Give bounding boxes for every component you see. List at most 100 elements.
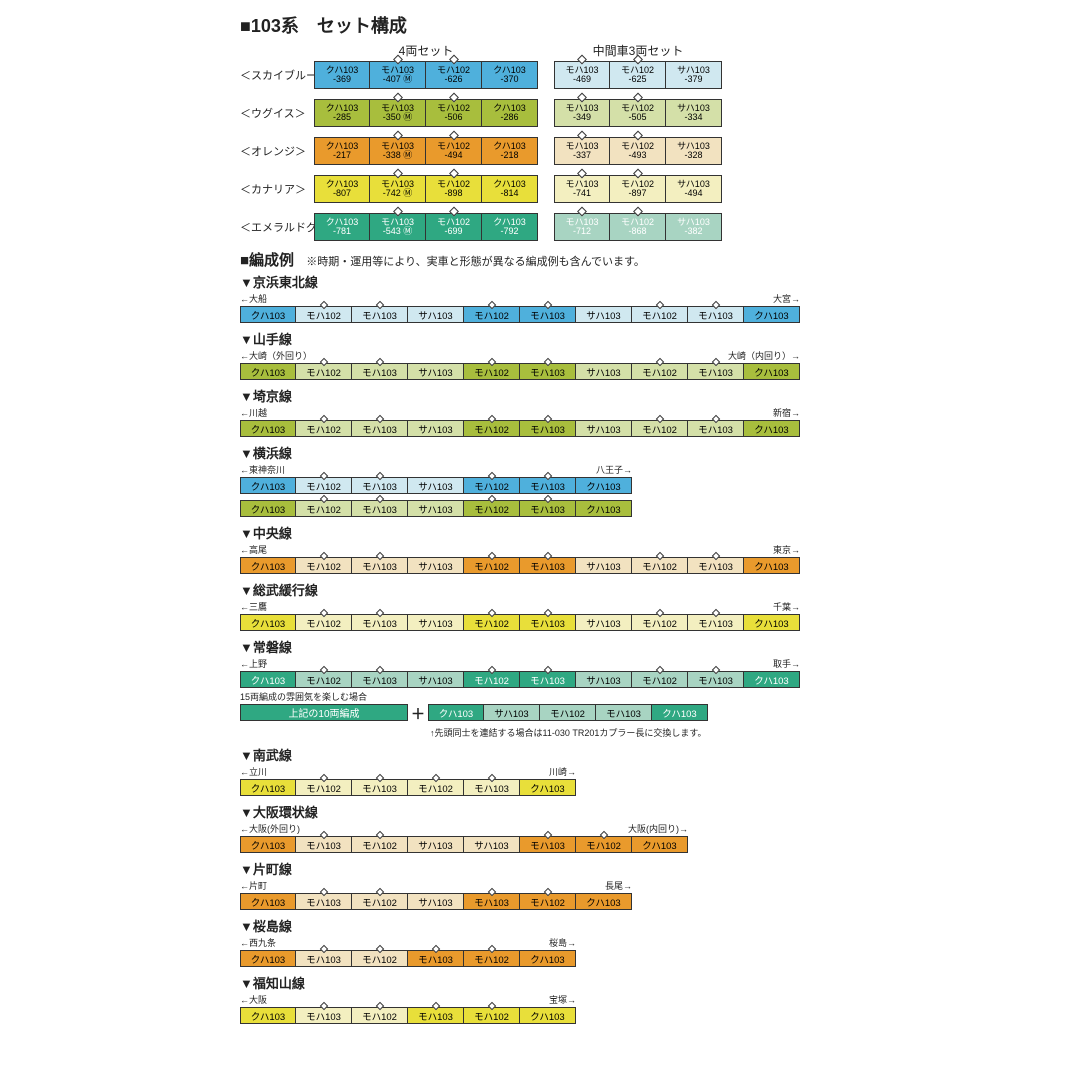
formation-car: サハ103 (576, 420, 632, 437)
car-cell: モハ102-868 (610, 213, 666, 241)
direction-labels: ←西九条桜島→ (240, 936, 576, 949)
formation-car: モハ103 (520, 557, 576, 574)
formation-car: モハ103 (296, 950, 352, 967)
car-cell: クハ103-285 (314, 99, 370, 127)
pantograph-icon (393, 131, 403, 141)
car-cell: クハ103-217 (314, 137, 370, 165)
formation-car: クハ103 (520, 950, 576, 967)
plus-icon: ＋ (408, 704, 428, 724)
formation-car: サハ103 (408, 363, 464, 380)
formation-block: ▼桜島線←西九条桜島→クハ103モハ103モハ102モハ103モハ102クハ10… (240, 916, 1080, 967)
car-row-4: クハ103-807モハ103-742 Ⓜモハ102-898クハ103-814 (314, 175, 538, 203)
car-cell: クハ103-814 (482, 175, 538, 203)
page-title: ■103系 セット構成 (240, 12, 1080, 38)
car-cell: クハ103-807 (314, 175, 370, 203)
car-cell: モハ102-897 (610, 175, 666, 203)
formation-title: ▼大阪環状線 (240, 802, 1080, 821)
car-cell: サハ103-334 (666, 99, 722, 127)
formation-car: クハ103 (576, 893, 632, 910)
formation-car: モハ103 (408, 1007, 464, 1024)
formation-car: モハ102 (632, 614, 688, 631)
formation-car: モハ103 (296, 836, 352, 853)
pantograph-icon (449, 169, 459, 179)
pantograph-icon (319, 495, 327, 503)
formation-block: ▼常磐線←上野取手→クハ103モハ102モハ103サハ103モハ102モハ103… (240, 637, 1080, 739)
examples-note: ※時期・運用等により、実車と形態が異なる編成例も含んでいます。 (306, 256, 645, 268)
formation-car: モハ103 (520, 836, 576, 853)
car-cell: モハ102-505 (610, 99, 666, 127)
formation-car: クハ103 (520, 1007, 576, 1024)
car-cell: クハ103-781 (314, 213, 370, 241)
car-cell: モハ103-337 (554, 137, 610, 165)
formation-examples: ▼京浜東北線←大船大宮→クハ103モハ102モハ103サハ103モハ102モハ1… (240, 272, 1080, 1024)
formation-title: ▼常磐線 (240, 637, 1080, 656)
formation-car: クハ103 (744, 420, 800, 437)
formation-car: モハ102 (576, 836, 632, 853)
formation-title: ▼南武線 (240, 745, 1080, 764)
formation-car: モハ102 (464, 500, 520, 517)
formation-car: クハ103 (240, 500, 296, 517)
car-cell: モハ102-625 (610, 61, 666, 89)
formation-row: クハ103モハ102モハ103サハ103モハ102モハ103サハ103モハ102… (240, 306, 1080, 323)
pantograph-icon (449, 207, 459, 217)
pantograph-icon (393, 207, 403, 217)
formation-car: クハ103 (240, 363, 296, 380)
direction-labels: ←東神奈川八王子→ (240, 463, 632, 476)
formation-row: クハ103モハ103モハ102サハ103サハ103モハ103モハ102クハ103 (240, 836, 1080, 853)
car-cell: サハ103-328 (666, 137, 722, 165)
formation-car: モハ103 (352, 420, 408, 437)
formation-car: モハ102 (464, 420, 520, 437)
formation-car: クハ103 (240, 779, 296, 796)
formation-car: クハ103 (240, 306, 296, 323)
formation-car: モハ103 (688, 557, 744, 574)
set-label: ＜エメラルドグリーン＞ (240, 219, 314, 235)
wide-placeholder: 上記の10両編成 (240, 704, 408, 721)
formation-car: サハ103 (576, 363, 632, 380)
formation-car: クハ103 (240, 614, 296, 631)
formation-car: モハ103 (352, 671, 408, 688)
car-row-4: クハ103-369モハ103-407 Ⓜモハ102-626クハ103-370 (314, 61, 538, 89)
formation-car: モハ102 (352, 893, 408, 910)
formation-car: クハ103 (240, 950, 296, 967)
examples-title: ■編成例 ※時期・運用等により、実車と形態が異なる編成例も含んでいます。 (240, 249, 1080, 270)
formation-car: モハ103 (688, 420, 744, 437)
formation-row: クハ103モハ102モハ103サハ103モハ102モハ103サハ103モハ102… (240, 363, 1080, 380)
formation-car: クハ103 (652, 704, 708, 721)
formation-title: ▼埼京線 (240, 386, 1080, 405)
formation-car: サハ103 (408, 671, 464, 688)
formation-car: モハ102 (352, 950, 408, 967)
formation-car: モハ102 (632, 306, 688, 323)
formation-block: ▼中央線←高尾東京→クハ103モハ102モハ103サハ103モハ102モハ103… (240, 523, 1080, 574)
formation-title: ▼桜島線 (240, 916, 1080, 935)
formation-car: モハ102 (520, 893, 576, 910)
car-cell: モハ102-898 (426, 175, 482, 203)
formation-row: クハ103モハ102モハ103サハ103モハ102モハ103サハ103モハ102… (240, 614, 1080, 631)
formation-car: クハ103 (240, 420, 296, 437)
car-cell: モハ103-742 Ⓜ (370, 175, 426, 203)
formation-car: モハ102 (540, 704, 596, 721)
pantograph-icon (393, 169, 403, 179)
pantograph-icon (577, 207, 587, 217)
formation-car: モハ102 (464, 671, 520, 688)
formation-car: モハ103 (408, 950, 464, 967)
formation-block: ▼京浜東北線←大船大宮→クハ103モハ102モハ103サハ103モハ102モハ1… (240, 272, 1080, 323)
formation-row: クハ103モハ102モハ103サハ103モハ102モハ103サハ103モハ102… (240, 420, 1080, 437)
formation-car: モハ103 (464, 779, 520, 796)
direction-labels: ←立川川崎→ (240, 765, 576, 778)
formation-car: サハ103 (576, 306, 632, 323)
formation-car: サハ103 (576, 557, 632, 574)
formation-block: ▼総武緩行線←三鷹千葉→クハ103モハ102モハ103サハ103モハ102モハ1… (240, 580, 1080, 631)
formation-block: ▼山手線←大崎（外回り）大崎（内回り）→クハ103モハ102モハ103サハ103… (240, 329, 1080, 380)
car-cell: モハ102-493 (610, 137, 666, 165)
formation-car: モハ103 (520, 306, 576, 323)
formation-car: サハ103 (408, 500, 464, 517)
formation-car: モハ102 (296, 671, 352, 688)
formation-title: ▼京浜東北線 (240, 272, 1080, 291)
formation-car: クハ103 (576, 477, 632, 494)
formation-car: クハ103 (744, 557, 800, 574)
formation-car: サハ103 (408, 420, 464, 437)
formation-car: モハ102 (464, 306, 520, 323)
formation-car: サハ103 (408, 893, 464, 910)
formation-car: モハ102 (632, 671, 688, 688)
formation-car: クハ103 (240, 893, 296, 910)
